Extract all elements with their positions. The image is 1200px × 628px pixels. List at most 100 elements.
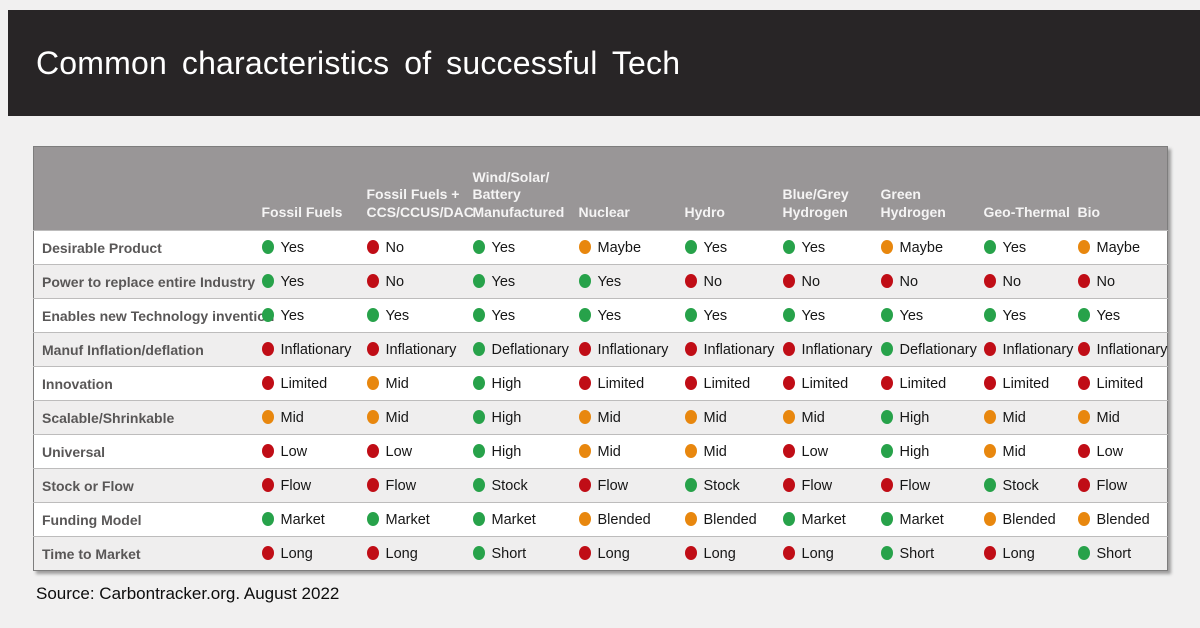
status-dot-orange [684, 409, 697, 424]
cell-value: High [491, 443, 522, 460]
status-dot-green [983, 477, 996, 492]
cell-value: Inflationary [1002, 341, 1074, 358]
cell-value: Inflationary [385, 341, 457, 358]
cell-value: Blended [1096, 511, 1150, 528]
cell-value: Mid [1002, 443, 1026, 460]
status-cell: Low [781, 435, 879, 469]
cell-value: Yes [801, 307, 826, 324]
status-cell: Yes [683, 231, 781, 265]
status-dot-red [261, 341, 274, 356]
status-cell: Long [260, 537, 365, 571]
cell-value: Market [899, 511, 944, 528]
cell-value: Limited [280, 375, 328, 392]
cell-value: Market [385, 511, 430, 528]
status-dot-orange [1077, 511, 1090, 526]
status-cell: Yes [471, 265, 577, 299]
status-cell: Flow [1076, 469, 1168, 503]
cell-value: High [899, 443, 930, 460]
status-cell: Blended [683, 503, 781, 537]
status-dot-green [366, 511, 379, 526]
status-dot-red [684, 545, 697, 560]
status-cell: Inflationary [1076, 333, 1168, 367]
cell-value: Deflationary [491, 341, 569, 358]
status-cell: Yes [879, 299, 982, 333]
cell-value: Mid [703, 409, 727, 426]
header-row: Fossil Fuels Fossil Fuels + CCS/CCUS/DAC W… [33, 146, 1168, 231]
row-label: Manuf Inflation/deflation [42, 341, 204, 358]
status-cell: Inflationary [260, 333, 365, 367]
status-cell: Mid [982, 401, 1076, 435]
status-dot-orange [578, 511, 591, 526]
row-label: Time to Market [42, 545, 141, 562]
cell-value: Long [703, 545, 736, 562]
status-cell: Limited [683, 367, 781, 401]
status-cell: Mid [683, 401, 781, 435]
status-cell: Limited [577, 367, 683, 401]
column-header-nuclear: Nuclear [576, 146, 683, 231]
status-dot-red [983, 545, 996, 560]
status-cell: Deflationary [471, 333, 577, 367]
cell-value: Blended [703, 511, 757, 528]
status-cell: Yes [781, 299, 879, 333]
status-cell: Long [577, 537, 683, 571]
cell-value: Market [280, 511, 325, 528]
cell-value: Yes [385, 307, 410, 324]
status-dot-orange [366, 375, 379, 390]
status-dot-green [472, 375, 485, 390]
status-cell: No [683, 265, 781, 299]
status-cell: No [879, 265, 982, 299]
status-dot-red [782, 545, 795, 560]
status-dot-green [880, 307, 893, 322]
status-cell: Long [683, 537, 781, 571]
status-dot-red [1077, 375, 1090, 390]
cell-value: High [899, 409, 930, 426]
status-cell: Limited [879, 367, 982, 401]
cell-value: High [491, 409, 522, 426]
status-cell: Yes [982, 231, 1076, 265]
status-dot-green [472, 477, 485, 492]
status-dot-green [261, 511, 274, 526]
status-dot-red [578, 545, 591, 560]
status-cell: Maybe [1076, 231, 1168, 265]
status-cell: High [879, 435, 982, 469]
status-dot-orange [684, 511, 697, 526]
status-dot-orange [782, 409, 795, 424]
table-row-enables-new-technology-invention: Enables new Technology invention Yes Yes Ye… [33, 298, 1168, 333]
status-dot-red [782, 375, 795, 390]
cell-value: Yes [1002, 307, 1027, 324]
cell-value: Yes [280, 239, 305, 256]
status-dot-green [261, 307, 274, 322]
cell-value: Low [280, 443, 308, 460]
status-dot-red [366, 341, 379, 356]
status-dot-red [782, 477, 795, 492]
status-cell: Yes [365, 299, 471, 333]
status-cell: Market [879, 503, 982, 537]
status-dot-red [261, 375, 274, 390]
table-row-time-to-market: Time to Market Long Long Short Long Long Long S… [33, 536, 1168, 571]
status-dot-orange [983, 443, 996, 458]
status-cell: Mid [365, 367, 471, 401]
cell-value: No [1096, 273, 1116, 290]
cell-value: Mid [385, 409, 409, 426]
cell-value: Market [801, 511, 846, 528]
status-cell: Mid [982, 435, 1076, 469]
status-cell: Blended [982, 503, 1076, 537]
status-cell: Blended [1076, 503, 1168, 537]
status-cell: Market [471, 503, 577, 537]
cell-value: Yes [491, 307, 516, 324]
cell-value: No [385, 239, 405, 256]
cell-value: Inflationary [703, 341, 775, 358]
status-dot-orange [578, 443, 591, 458]
status-cell: Blended [577, 503, 683, 537]
status-dot-red [366, 477, 379, 492]
status-cell: Mid [683, 435, 781, 469]
status-cell: Yes [260, 231, 365, 265]
status-dot-red [983, 273, 996, 288]
status-dot-green [782, 307, 795, 322]
column-header-geo-thermal: Geo-Thermal [981, 146, 1076, 231]
status-cell: Limited [1076, 367, 1168, 401]
status-dot-red [366, 545, 379, 560]
status-dot-red [1077, 477, 1090, 492]
status-cell: Flow [879, 469, 982, 503]
status-dot-red [782, 443, 795, 458]
